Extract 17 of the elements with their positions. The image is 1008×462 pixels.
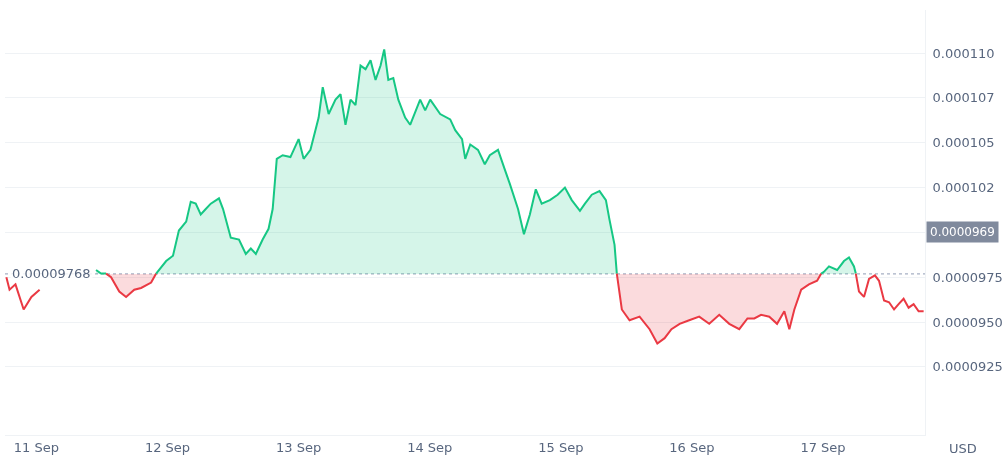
y-tick-label: 0.0000975 (932, 269, 1003, 285)
x-tick-label: 16 Sep (669, 439, 715, 455)
x-tick-label: 17 Sep (800, 439, 846, 455)
y-tick-label: 0.000107 (932, 90, 995, 106)
x-tick-label: 12 Sep (144, 439, 191, 455)
y-tick-label: 0.000105 (932, 135, 995, 151)
text: 0.0000969 (930, 225, 995, 239)
y-tick-label: 0.000110 (932, 45, 995, 61)
x-tick-label: 15 Sep (538, 439, 584, 455)
x-tick-label: 14 Sep (407, 439, 453, 455)
y-axis-title: USD (949, 441, 977, 456)
x-tick-label: 11 Sep (13, 439, 59, 455)
y-tick-label: 0.0000925 (932, 359, 1003, 375)
ref-line-label: 0.00009768 (12, 266, 91, 281)
y-tick-label: 0.0000950 (932, 314, 1003, 330)
y-tick-label: 0.000102 (932, 180, 995, 196)
x-tick-label: 13 Sep (276, 439, 322, 455)
